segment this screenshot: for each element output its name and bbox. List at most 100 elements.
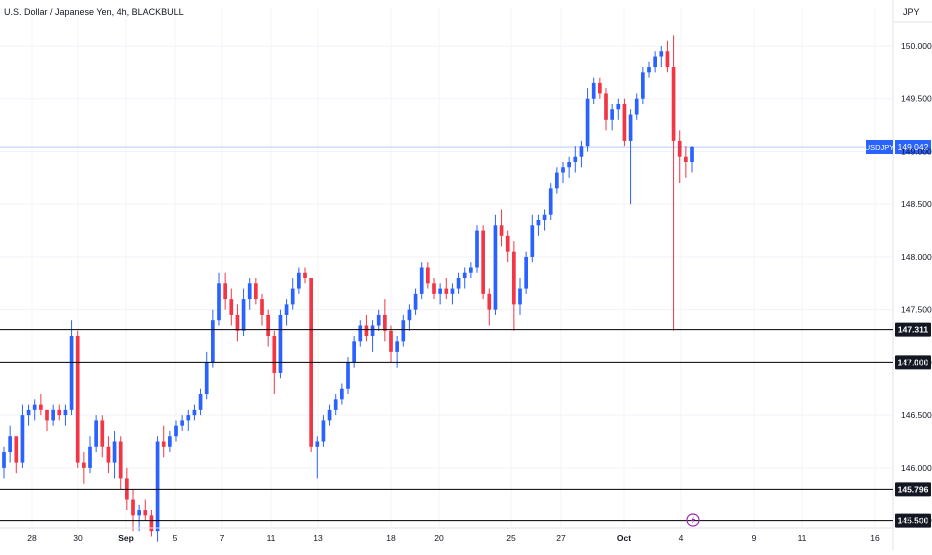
flash-icon[interactable] [686,513,700,527]
candle-body [26,409,31,416]
candle-body [536,220,541,226]
candle [247,278,252,310]
y-tick-label: 147.000 [901,357,932,367]
candle [112,430,117,479]
candle [364,314,369,342]
candle [561,161,565,184]
candle [438,283,442,305]
candle [14,436,19,474]
candle-body [57,409,62,416]
candle [376,309,381,331]
candle-body [641,72,645,99]
candle-body [634,98,639,115]
candle [671,35,676,331]
candle-body [118,441,123,479]
candle-body [585,98,590,147]
candle [69,320,74,416]
candle [653,51,657,73]
candle [57,404,62,421]
candle-body [616,103,621,110]
candle-body [475,230,479,268]
candle [610,103,614,131]
candle [100,415,105,458]
candle-body [542,214,547,221]
candle-body [290,288,295,305]
candle [493,214,498,315]
candle-body [161,441,166,447]
x-tick-label: 11 [267,533,276,543]
candle [51,404,55,426]
candle [518,278,522,315]
candle-body [14,436,19,463]
candle [321,415,326,447]
candle-body [100,420,105,447]
candle-body [149,515,154,532]
candle-body [376,314,381,326]
candle-body [407,309,412,321]
x-tick-label: 9 [752,533,757,543]
candle [684,146,688,178]
candle [432,278,436,300]
candle-body [321,420,326,442]
candle-body [8,436,12,453]
candle [63,404,68,426]
candle [75,330,80,468]
candle [395,336,399,368]
candle-body [137,510,141,516]
candle-body [94,420,98,447]
x-tick-label: 7 [220,533,225,543]
candle-body [186,415,191,421]
candle [149,510,154,537]
candle-body [63,409,68,416]
candle-body [229,299,234,315]
candle [389,325,393,363]
candle [143,499,148,521]
candle-body [346,362,350,389]
candle-body [622,103,627,141]
candle [235,304,240,342]
candle-body [524,256,528,289]
currency-label: JPY [903,7,920,17]
candle [20,404,25,468]
x-tick-label: 5 [173,533,178,543]
symbol-badge [866,140,893,155]
candle-body [469,267,473,273]
x-tick-label: 27 [556,533,566,543]
y-tick-label: 148.500 [901,199,932,209]
candle [450,283,455,305]
level-label-box [895,322,931,337]
candle [8,425,12,463]
candle-body [254,283,258,300]
level-label: 147.311 [898,325,929,335]
candle-body [352,341,356,363]
candle [419,262,424,300]
candle-body [333,399,338,410]
candle [186,409,191,431]
candle [591,77,596,104]
candle-body [548,188,553,215]
candle [530,214,535,263]
candle [469,262,473,279]
candle-body [561,167,565,173]
candle-body [383,314,387,331]
candle [647,61,651,78]
candle-body [247,283,252,300]
candle-body [266,314,270,337]
candle [32,399,37,421]
y-tick-label: 149.500 [901,94,932,104]
candle-body [180,420,184,426]
candle-body [241,299,246,331]
level-label-box [895,513,931,528]
candle-body [327,409,332,421]
candle [204,351,209,400]
candle [303,267,307,284]
candle [94,415,98,453]
horizontal-levels: 147.311 147.000 145.796 145.500 [0,322,931,528]
candle-body [610,109,614,120]
candle-body [628,114,633,141]
candle-body [278,314,283,373]
candle [444,278,449,300]
candle-body [530,225,535,257]
